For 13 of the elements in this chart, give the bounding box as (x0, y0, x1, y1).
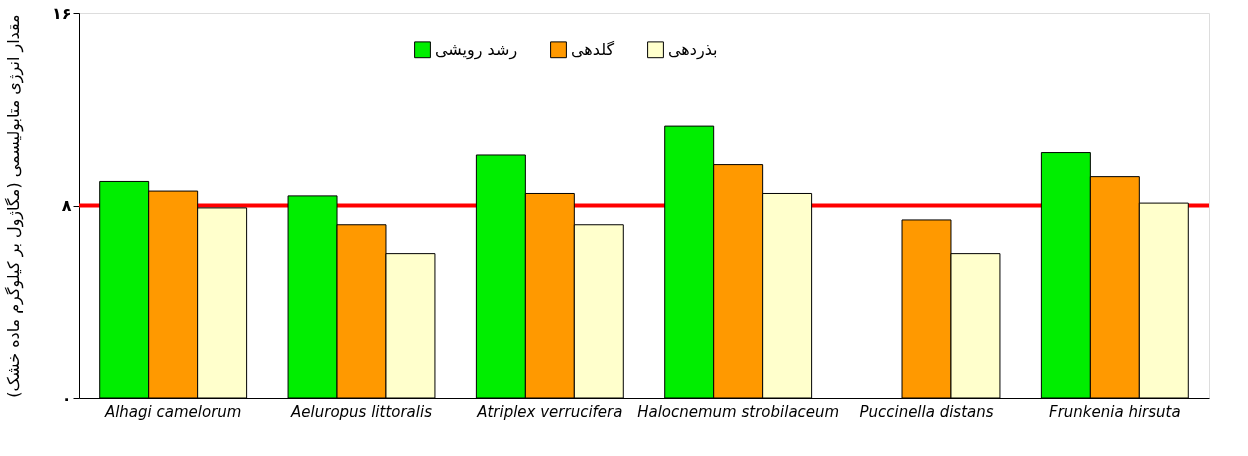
y-tick-label: ۱۶ (51, 3, 72, 23)
x-tick-label: Halocnemum strobilaceum (637, 402, 840, 421)
x-tick-label: Frunkenia hirsuta (1049, 402, 1181, 421)
y-axis-title: مقدار انرژی متابولیسمی (مگاژول بر کیلوگرم ماده خشک) (3, 14, 24, 398)
legend-label: رشد رویشی (435, 39, 518, 60)
x-tick-label: Puccinella distans (859, 402, 994, 421)
x-tick-label: Alhagi camelorum (103, 402, 242, 421)
y-tick-label: ۰ (61, 388, 72, 408)
legend-label: بذردهی (668, 39, 718, 60)
x-tick-label: Aeluropus littoralis (290, 402, 433, 421)
x-tick-label: Atriplex verrucifera (476, 402, 623, 421)
y-tick-label: ۸ (61, 196, 72, 215)
legend-label: گلدهی (571, 39, 615, 59)
